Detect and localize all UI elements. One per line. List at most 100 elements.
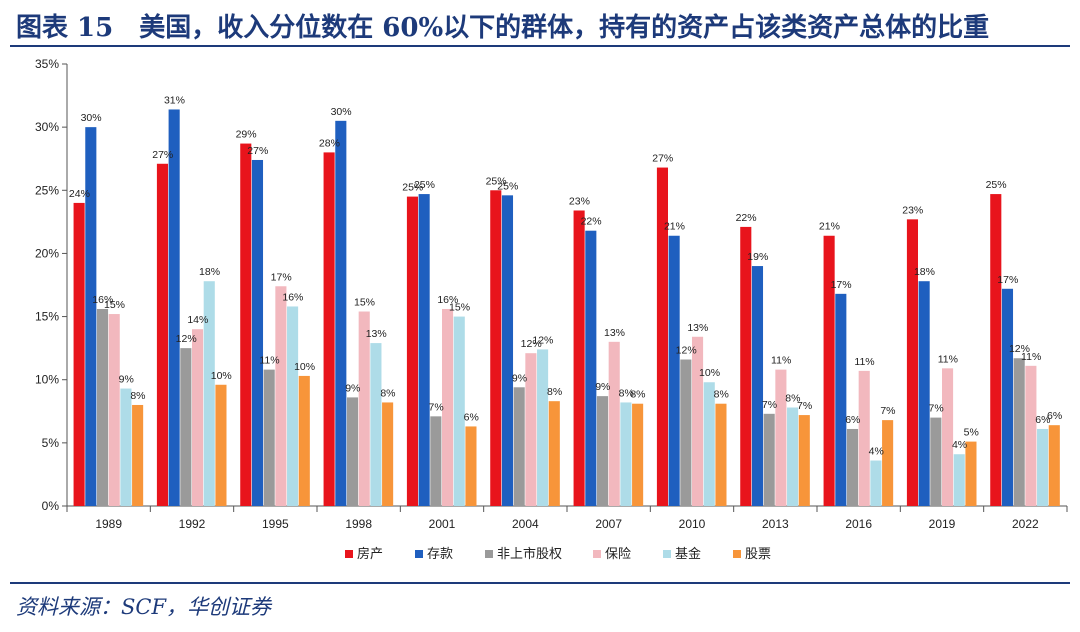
data-label: 31% bbox=[164, 94, 185, 106]
y-tick-label: 15% bbox=[35, 310, 59, 324]
bar-存款-2001 bbox=[418, 194, 430, 506]
data-label: 21% bbox=[664, 221, 685, 233]
bar-非上市股权-2007 bbox=[596, 396, 609, 506]
bar-房产-2007 bbox=[573, 210, 585, 506]
data-label: 6% bbox=[1047, 410, 1062, 422]
data-label: 9% bbox=[119, 374, 134, 386]
bar-基金-2004 bbox=[537, 349, 549, 506]
data-label: 25% bbox=[986, 179, 1007, 191]
bar-房产-1992 bbox=[156, 163, 168, 506]
bar-存款-2004 bbox=[501, 195, 514, 506]
bar-保险-2022 bbox=[1025, 365, 1037, 506]
bar-非上市股权-2019 bbox=[930, 417, 942, 506]
data-label: 23% bbox=[569, 195, 590, 207]
data-label: 17% bbox=[997, 274, 1018, 286]
bar-房产-2016 bbox=[823, 235, 835, 506]
bar-房产-2022 bbox=[990, 194, 1002, 506]
legend-entry: 股票 bbox=[745, 547, 771, 562]
bar-保险-2010 bbox=[692, 336, 704, 506]
data-label: 12% bbox=[532, 334, 553, 346]
data-label: 18% bbox=[199, 266, 220, 278]
bar-保险-2007 bbox=[608, 341, 620, 506]
legend-swatch bbox=[415, 550, 423, 558]
bar-房产-1995 bbox=[240, 143, 252, 506]
y-axis: 0% 5% 10% 15% 20% 25% 30% 35% bbox=[35, 57, 68, 513]
data-label: 24% bbox=[69, 188, 90, 200]
data-label: 10% bbox=[211, 370, 232, 382]
data-label: 6% bbox=[1035, 414, 1050, 426]
bar-保险-1989 bbox=[108, 314, 120, 506]
bars bbox=[73, 109, 1060, 507]
title-bar: 图表 15 美国，收入分位数在 60%以下的群体，持有的资产占该类资产总体的比重 bbox=[0, 0, 1080, 47]
legend-entry: 存款 bbox=[427, 547, 453, 562]
chart-title: 图表 15 美国，收入分位数在 60%以下的群体，持有的资产占该类资产总体的比重 bbox=[16, 13, 990, 43]
x-tick-label: 1998 bbox=[345, 517, 372, 531]
x-tick-label: 2007 bbox=[595, 517, 622, 531]
legend-entry: 房产 bbox=[357, 546, 383, 562]
data-label: 21% bbox=[819, 221, 840, 233]
bar-股票-2019 bbox=[965, 441, 977, 506]
x-tick-label: 2001 bbox=[429, 517, 456, 531]
bar-房产-1998 bbox=[323, 152, 335, 506]
bar-存款-2022 bbox=[1001, 288, 1014, 506]
y-tick-label: 35% bbox=[35, 57, 59, 71]
x-tick-label: 1992 bbox=[179, 517, 206, 531]
y-tick-label: 25% bbox=[35, 183, 59, 197]
data-label: 30% bbox=[331, 106, 352, 118]
data-label: 17% bbox=[831, 279, 852, 291]
bar-股票-1995 bbox=[298, 375, 310, 506]
data-label: 4% bbox=[952, 439, 967, 451]
bar-非上市股权-1995 bbox=[263, 369, 275, 506]
data-label: 11% bbox=[771, 355, 791, 367]
data-label: 15% bbox=[449, 302, 470, 314]
legend-swatch bbox=[733, 550, 741, 558]
data-label: 14% bbox=[187, 314, 208, 326]
bar-股票-2007 bbox=[632, 403, 644, 506]
bar-保险-2004 bbox=[525, 353, 537, 506]
bar-非上市股权-2001 bbox=[430, 416, 442, 506]
data-label: 25% bbox=[402, 182, 423, 194]
legend-swatch bbox=[485, 550, 493, 558]
data-label: 16% bbox=[92, 294, 113, 306]
data-label: 11% bbox=[854, 356, 874, 368]
x-tick-label: 2010 bbox=[679, 517, 706, 531]
data-label: 13% bbox=[604, 327, 625, 339]
bar-房产-2019 bbox=[906, 219, 918, 506]
data-label: 22% bbox=[736, 212, 757, 224]
data-label: 11% bbox=[259, 355, 279, 367]
bar-基金-1998 bbox=[370, 343, 382, 506]
data-label: 25% bbox=[497, 180, 518, 192]
data-label: 11% bbox=[938, 353, 958, 365]
data-label: 5% bbox=[964, 427, 979, 439]
bar-房产-2010 bbox=[656, 167, 668, 506]
bar-基金-2007 bbox=[620, 402, 632, 506]
data-label: 9% bbox=[345, 382, 360, 394]
bar-存款-1992 bbox=[168, 109, 180, 506]
x-tick-label: 2022 bbox=[1012, 517, 1039, 531]
bar-基金-2022 bbox=[1037, 428, 1049, 506]
data-label: 12% bbox=[676, 345, 697, 357]
data-label: 13% bbox=[366, 328, 387, 340]
y-tick-label: 5% bbox=[42, 436, 60, 450]
bar-存款-2019 bbox=[918, 281, 930, 506]
bar-基金-2016 bbox=[870, 460, 882, 506]
data-label: 8% bbox=[547, 386, 562, 398]
bar-股票-2022 bbox=[1048, 425, 1060, 506]
bar-股票-2001 bbox=[465, 426, 477, 506]
bar-非上市股权-2004 bbox=[513, 387, 525, 506]
bar-股票-1998 bbox=[382, 402, 394, 506]
y-tick-label: 0% bbox=[42, 499, 60, 513]
data-label: 15% bbox=[354, 297, 375, 309]
bar-基金-1989 bbox=[120, 388, 132, 506]
data-label: 12% bbox=[1009, 343, 1030, 355]
data-label: 7% bbox=[429, 401, 444, 413]
bar-存款-2016 bbox=[835, 293, 847, 506]
bar-基金-1992 bbox=[203, 281, 215, 506]
bar-房产-2004 bbox=[490, 190, 502, 507]
data-label: 8% bbox=[785, 392, 800, 404]
data-labels: 24%27%29%28%25%25%23%27%22%21%23%25%30%3… bbox=[69, 94, 1062, 457]
bar-非上市股权-2010 bbox=[680, 359, 692, 506]
bar-存款-2013 bbox=[751, 266, 764, 506]
data-label: 6% bbox=[464, 411, 479, 423]
